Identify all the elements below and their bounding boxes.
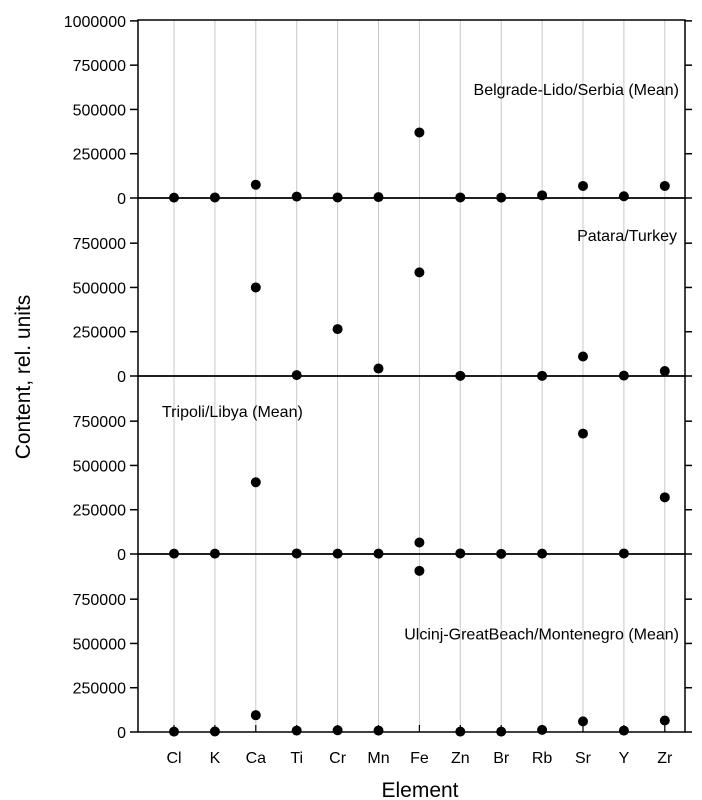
point-sr [578,716,588,727]
point-rb [537,190,548,201]
point-ti [291,370,302,381]
point-mn [373,363,384,374]
point-ca [250,179,261,190]
y-tick-label: 0 [117,547,126,564]
point-sr [578,180,588,191]
panel-frame [137,19,686,199]
y-tick-label: 750000 [73,58,126,75]
point-sr [578,351,588,362]
y-tick-label: 500000 [73,636,126,653]
point-cr [332,324,343,335]
y-tick-label: 250000 [73,147,126,164]
point-zr [659,180,670,191]
x-axis-title: Element [381,779,458,800]
point-sr [578,428,588,439]
x-tick-label-rb: Rb [532,750,553,767]
x-tick-label-sr: Sr [575,750,592,767]
x-tick-label-br: Br [493,750,510,767]
point-fe [414,267,425,278]
y-axis-title: Content, rel. units [12,295,35,460]
panel-1: 0 250000 500000 750000 1000000 Belgrade-Lido/… [64,14,692,208]
point-ca [250,477,261,488]
panel-label: Patara/Turkey [577,228,677,245]
x-tick-label-zn: Zn [451,750,470,767]
x-tick-label-ca: Ca [246,750,267,767]
panel-label: Belgrade-Lido/Serbia (Mean) [474,82,679,99]
y-tick-label: 500000 [73,458,126,475]
point-zr [659,492,670,503]
point-fe [414,537,425,548]
x-tick-label-mn: Mn [367,750,389,767]
x-tick-label-ti: Ti [290,750,303,767]
y-tick-label: 750000 [73,592,126,609]
x-tick-label-zr: Zr [657,750,673,767]
y-tick-label: 250000 [73,681,126,698]
point-mn [373,192,384,203]
x-tick-label-cr: Cr [329,750,347,767]
y-tick-label: 0 [117,725,126,742]
panel-frame [137,375,686,555]
x-tick-label-k: K [210,750,221,767]
y-tick-label: 750000 [73,236,126,253]
point-ca [250,282,261,293]
y-tick-label: 250000 [73,325,126,342]
point-zr [659,366,670,377]
y-tick-label: 1000000 [64,14,126,31]
point-ca [250,710,261,721]
panel-4: 0 250000 500000 750000 Ulcinj-GreatBeach/Mon… [73,553,692,742]
point-fe [414,565,425,576]
panels: 0 250000 500000 750000 1000000 Belgrade-Lido/… [64,14,692,742]
y-tick-label: 0 [117,191,126,208]
x-tick-label-cl: Cl [166,750,181,767]
point-zr [659,715,670,726]
panel-label: Tripoli/Libya (Mean) [162,404,303,421]
y-tick-label: 500000 [73,280,126,297]
x-tick-label-fe: Fe [410,750,429,767]
panel-label: Ulcinj-GreatBeach/Montenegro (Mean) [404,626,679,643]
y-tick-label: 500000 [73,102,126,119]
y-tick-label: 250000 [73,503,126,520]
point-ti [291,191,302,202]
point-fe [414,127,425,138]
panel-2: 0 250000 500000 750000 Patara/Turkey [73,197,692,386]
point-y [618,191,629,202]
panel-frame [137,197,686,377]
x-axis: Cl K Ca Ti Cr Mn Fe Zn Br Rb Sr Y Zr [166,725,673,767]
x-tick-label-y: Y [619,750,630,767]
y-tick-label: 750000 [73,414,126,431]
y-tick-label: 0 [117,369,126,386]
panel-3: 0 250000 500000 750000 Tripoli/Libya (Mean) [73,375,692,564]
